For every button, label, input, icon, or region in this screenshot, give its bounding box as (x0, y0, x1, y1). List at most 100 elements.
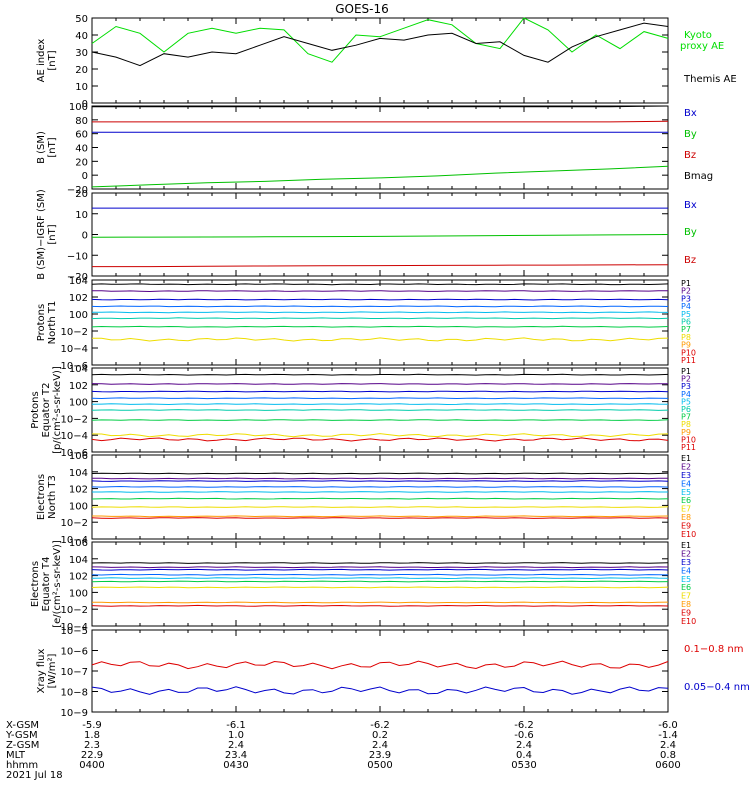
legend-channel: E3 (681, 471, 691, 480)
series-line (91, 317, 669, 320)
series-line (92, 491, 668, 493)
x-row-value: 0530 (511, 760, 536, 771)
legend-channel: P7 (681, 413, 691, 422)
y-tick-label: 106 (69, 451, 88, 462)
x-row-value: -0.6 (514, 730, 534, 741)
legend-channel: P3 (681, 294, 691, 303)
y-tick-label: 10−2 (61, 518, 88, 529)
x-row-value: 0.2 (372, 730, 388, 741)
y-tick-label: 10−9 (61, 708, 88, 719)
x-row-label: MLT (6, 750, 26, 761)
y-tick-label: 10−7 (61, 667, 88, 678)
series-line (91, 433, 669, 438)
x-row-value: 0500 (367, 760, 392, 771)
series-line (91, 568, 669, 571)
series-line (91, 409, 669, 411)
y-tick-label: 10−2 (61, 414, 88, 425)
legend-channel: E10 (681, 530, 696, 539)
series-line (91, 580, 669, 583)
y-tick-label: 20 (75, 65, 88, 76)
y-tick-label: 100 (69, 588, 88, 599)
y-tick-label: 10−6 (61, 647, 88, 658)
y-tick-label: −20 (67, 272, 88, 283)
x-row-label: hhmm (6, 760, 38, 771)
series-line (91, 480, 669, 482)
date-label: 2021 Jul 18 (6, 770, 63, 781)
y-tick-label: 100 (69, 310, 88, 321)
y-axis-label: B (SM) (36, 131, 47, 164)
y-axis-label: Electrons (36, 474, 47, 520)
legend-channel: P6 (681, 405, 691, 414)
y-tick-label: 10−2 (61, 605, 88, 616)
legend-by: By (684, 129, 697, 140)
legend-channel: P9 (681, 341, 691, 350)
legend-channel: P10 (681, 435, 696, 444)
plot-title: GOES-16 (335, 2, 389, 16)
legend-channel: E8 (681, 600, 691, 609)
x-row-value: -6.2 (370, 720, 390, 731)
panel-8: 10−9 10−8 10−7 10−6 10−5 Xray flux [W/m²] 0.1−0… (36, 626, 750, 719)
x-row-label: Z-GSM (6, 740, 39, 751)
series-line (91, 290, 668, 293)
series-line (91, 397, 669, 400)
x-row-value: 2.4 (228, 740, 244, 751)
y-tick-label: 80 (75, 116, 88, 127)
x-row-value: -6.0 (658, 720, 678, 731)
legend-channel: P5 (681, 310, 691, 319)
legend-channel: E7 (681, 592, 691, 601)
y-axis-label: AE index (36, 39, 47, 83)
panel-frame (91, 279, 669, 366)
legend-channel: E2 (681, 462, 691, 471)
y-tick-label: 60 (75, 130, 88, 141)
y-tick-label: 10−2 (61, 327, 88, 338)
series-line (91, 573, 669, 576)
legend-channel: E4 (681, 479, 691, 488)
y-tick-label: 10−6 (61, 448, 88, 459)
x-row-value: 0430 (223, 760, 248, 771)
panel-7: 10−4 10−2 100 102 104 106 Electrons Equator T4[… (30, 538, 696, 633)
y-tick-label: 0 (82, 171, 88, 182)
series-line (92, 601, 669, 604)
legend-channel: P3 (681, 382, 691, 391)
series-line (91, 298, 669, 301)
series-line (91, 497, 669, 500)
series-line (91, 437, 669, 442)
legend-channel: E2 (681, 549, 691, 558)
legend-channel: P10 (681, 348, 696, 357)
legend-channel: P1 (681, 367, 691, 376)
y-tick-label: 104 (69, 555, 88, 566)
y-tick-label: 104 (69, 468, 88, 479)
legend-themis: Themis AE (683, 74, 737, 85)
y-axis-label: [W/m²] (47, 653, 58, 688)
series-line (92, 120, 669, 123)
y-tick-label: 30 (75, 48, 88, 59)
legend-xray: 0.05−0.4 nm (684, 682, 750, 693)
y-tick-label: 100 (69, 501, 88, 512)
legend-channel: E6 (681, 496, 691, 505)
legend-bmag: Bmag (684, 171, 713, 182)
y-axis-label: [nT] (47, 50, 58, 70)
legend-channel: P4 (681, 302, 691, 311)
y-axis-label: [nT] (47, 137, 58, 157)
legend-channel: P9 (681, 428, 691, 437)
series-line (92, 264, 669, 268)
series-line (91, 283, 669, 286)
panel-3: −20 −10 0 10 20 B (SM)−IGRF (SM) [nT] Bx By Bz (36, 189, 697, 283)
legend-bz: Bz (684, 150, 696, 161)
y-tick-label: 10−4 (61, 344, 88, 355)
y-tick-label: 10−4 (61, 535, 88, 546)
panel-4: 10−6 10−4 10−2 100 102 104 Protons North T1 P1P2… (36, 276, 696, 372)
series-line (91, 325, 669, 328)
x-row-value: 0400 (79, 760, 104, 771)
y-tick-label: 10−6 (61, 361, 88, 372)
legend-bx: Bx (684, 108, 697, 119)
y-axis-label: Equator T4 (41, 557, 52, 612)
series-line (91, 660, 669, 670)
legend-channel: P8 (681, 420, 691, 429)
legend-channel: P11 (681, 443, 696, 452)
y-tick-label: 10−4 (61, 622, 88, 633)
series-line (91, 305, 669, 308)
series-line (92, 515, 669, 518)
x-row-value: 2.4 (372, 740, 388, 751)
